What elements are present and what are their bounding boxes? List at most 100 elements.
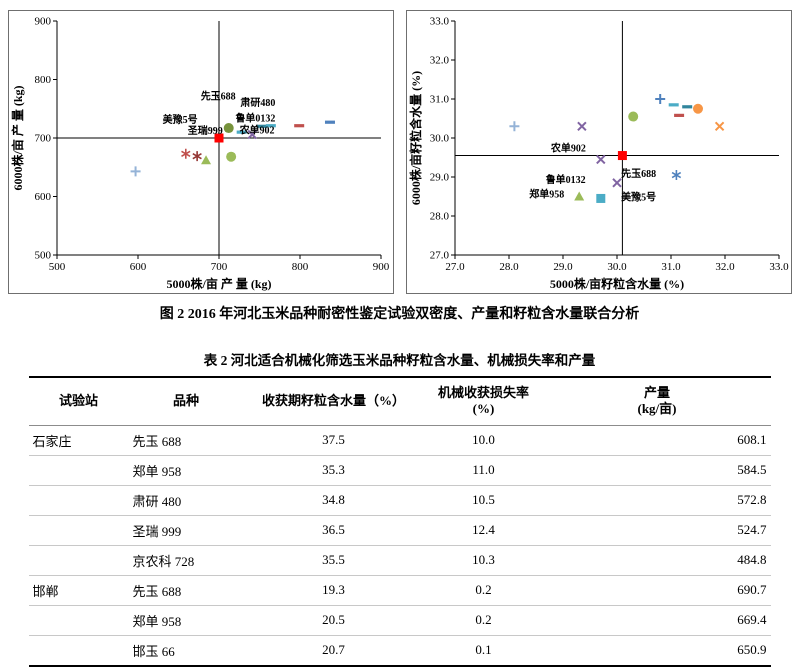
table-cell: 572.8 (543, 485, 771, 516)
table-cell: 35.5 (243, 545, 424, 576)
chart-moisture: 27.0 28.0 29.0 30.0 31.0 32.0 33.0 27.0 28.0 29.0… (406, 10, 792, 294)
svg-text:27.0: 27.0 (430, 250, 450, 262)
table-cell: 35.3 (243, 455, 424, 486)
table-cell: 10.0 (423, 425, 544, 456)
svg-text:先玉688: 先玉688 (201, 89, 236, 102)
svg-text:31.0: 31.0 (430, 94, 450, 106)
table-cell: 0.2 (423, 575, 544, 606)
svg-text:700: 700 (211, 261, 228, 273)
svg-text:28.0: 28.0 (430, 211, 450, 223)
table-cell: 484.8 (543, 545, 771, 576)
svg-text:33.0: 33.0 (769, 261, 789, 273)
table-cell (28, 455, 129, 486)
table-cell: 19.3 (243, 575, 424, 606)
svg-text:27.0: 27.0 (445, 261, 465, 273)
svg-text:32.0: 32.0 (430, 55, 450, 67)
svg-text:31.0: 31.0 (661, 261, 681, 273)
table-cell: 郑单 958 (128, 605, 244, 636)
svg-text:500: 500 (49, 261, 66, 273)
svg-text:900: 900 (35, 16, 52, 28)
svg-text:美豫5号: 美豫5号 (621, 190, 656, 203)
svg-text:32.0: 32.0 (715, 261, 735, 273)
table-row: 郑单 958 20.5 0.2 669.4 (28, 605, 771, 636)
svg-text:鲁单0132: 鲁单0132 (545, 173, 586, 186)
svg-text:5000株/亩籽粒含水量 (%): 5000株/亩籽粒含水量 (%) (550, 276, 684, 291)
table-cell: 690.7 (543, 575, 771, 606)
table-cell: 650.9 (737, 642, 767, 657)
table-cell: 524.7 (543, 515, 771, 546)
svg-text:29.0: 29.0 (553, 261, 573, 273)
svg-text:6000株/亩 产 量 (kg): 6000株/亩 产 量 (kg) (10, 85, 25, 190)
table-cell: 邯郸 (28, 575, 129, 606)
svg-text:30.0: 30.0 (430, 133, 450, 145)
svg-text:肃研480: 肃研480 (240, 96, 275, 109)
svg-text:600: 600 (35, 191, 52, 203)
table-row: 邯郸 先玉 688 19.3 0.2 690.7 (28, 575, 771, 606)
table-cell: 圣瑞 999 (128, 515, 244, 546)
svg-text:28.0: 28.0 (499, 261, 519, 273)
column-header-4: 产量 (kg/亩) (543, 377, 771, 426)
svg-text:500: 500 (35, 250, 52, 262)
svg-text:6000株/亩籽粒含水量 (%): 6000株/亩籽粒含水量 (%) (408, 71, 423, 205)
table-title: 表 2 河北适合机械化筛选玉米品种籽粒含水量、机械损失率和产量 (203, 353, 596, 368)
table-cell: 669.4 (543, 605, 771, 636)
table-cell: 10.5 (423, 485, 544, 516)
svg-text:农单902: 农单902 (239, 123, 275, 136)
table-cell: 10.3 (423, 545, 544, 576)
table-cell: 0.2 (423, 605, 544, 636)
table-cell: 先玉 688 (128, 425, 244, 456)
table-row: 京农科 728 35.5 10.3 484.8 (28, 545, 771, 576)
svg-text:圣瑞999: 圣瑞999 (188, 124, 223, 137)
column-header-1: 品种 (128, 377, 244, 426)
chart-yield: 500 600 700 800 900 500 600 700 800 900 先玉688 肃研480… (8, 10, 394, 294)
table-cell: 京农科 728 (128, 545, 244, 576)
table-cell: 584.5 (543, 455, 771, 486)
table-cell: 20.5 (243, 605, 424, 636)
table-row: 郑单 958 35.3 11.0 584.5 (28, 455, 771, 486)
svg-text:800: 800 (35, 74, 52, 86)
table-cell (28, 515, 129, 546)
yield-scatter-plot: 500 600 700 800 900 500 600 700 800 900 先玉688 肃研480… (10, 16, 390, 292)
results-table: 试验站 品种 收获期籽粒含水量（%） 机械收获损失率(%) 产量 (kg/亩) 石家庄 先玉… (28, 376, 771, 667)
table-cell (29, 635, 129, 666)
figure-caption: 图 2 2016 年河北玉米品种耐密性鉴定试验双密度、产量和籽粒含水量联合分析 (159, 307, 640, 322)
table-row: 圣瑞 999 36.5 12.4 524.7 (28, 515, 771, 546)
table-cell: 11.0 (423, 455, 544, 486)
table-cell: 先玉 688 (128, 575, 244, 606)
table-cell: 20.7 (322, 642, 345, 657)
table-cell: 37.5 (243, 425, 424, 456)
figure-2: 500 600 700 800 900 500 600 700 800 900 先玉688 肃研480… (0, 0, 799, 294)
table-cell: 36.5 (243, 515, 424, 546)
table-row: 肃研 480 34.8 10.5 572.8 (28, 485, 771, 516)
column-header-2: 收获期籽粒含水量（%） (243, 377, 424, 426)
svg-text:29.0: 29.0 (430, 172, 450, 184)
svg-text:农单902: 农单902 (550, 142, 586, 155)
svg-text:30.0: 30.0 (607, 261, 627, 273)
table-header-row: 试验站 品种 收获期籽粒含水量（%） 机械收获损失率(%) 产量 (kg/亩) (28, 377, 771, 426)
svg-text:郑单958: 郑单958 (529, 187, 564, 200)
svg-text:先玉688: 先玉688 (621, 167, 656, 180)
svg-text:鲁单0132: 鲁单0132 (234, 112, 275, 125)
table-cell: 12.4 (423, 515, 544, 546)
svg-text:美豫5号: 美豫5号 (163, 113, 198, 126)
table-cell: 郑单 958 (128, 455, 244, 486)
table-cell (28, 605, 129, 636)
table-cell: 石家庄 (28, 425, 129, 456)
svg-text:5000株/亩 产 量 (kg): 5000株/亩 产 量 (kg) (166, 276, 271, 291)
svg-text:800: 800 (292, 261, 309, 273)
table-cell (28, 545, 129, 576)
table-cell (28, 485, 129, 516)
table-cell: 肃研 480 (128, 485, 244, 516)
table-body: 石家庄 先玉 688 37.5 10.0 608.1 郑单 958 35.3 11.0 584.… (28, 425, 771, 666)
moisture-scatter-plot: 27.0 28.0 29.0 30.0 31.0 32.0 33.0 27.0 28.0 29.0… (408, 16, 789, 292)
svg-text:900: 900 (373, 261, 390, 273)
column-header-3: 机械收获损失率(%) (423, 377, 544, 426)
table-cell: 608.1 (543, 425, 771, 456)
column-header-0: 试验站 (28, 377, 129, 426)
svg-text:700: 700 (35, 133, 52, 145)
table-row: 邯玉 66 20.7 0.1 650.9 (29, 635, 771, 666)
svg-text:33.0: 33.0 (430, 16, 450, 28)
table-cell: 34.8 (243, 485, 424, 516)
table-cell: 0.1 (475, 642, 492, 657)
